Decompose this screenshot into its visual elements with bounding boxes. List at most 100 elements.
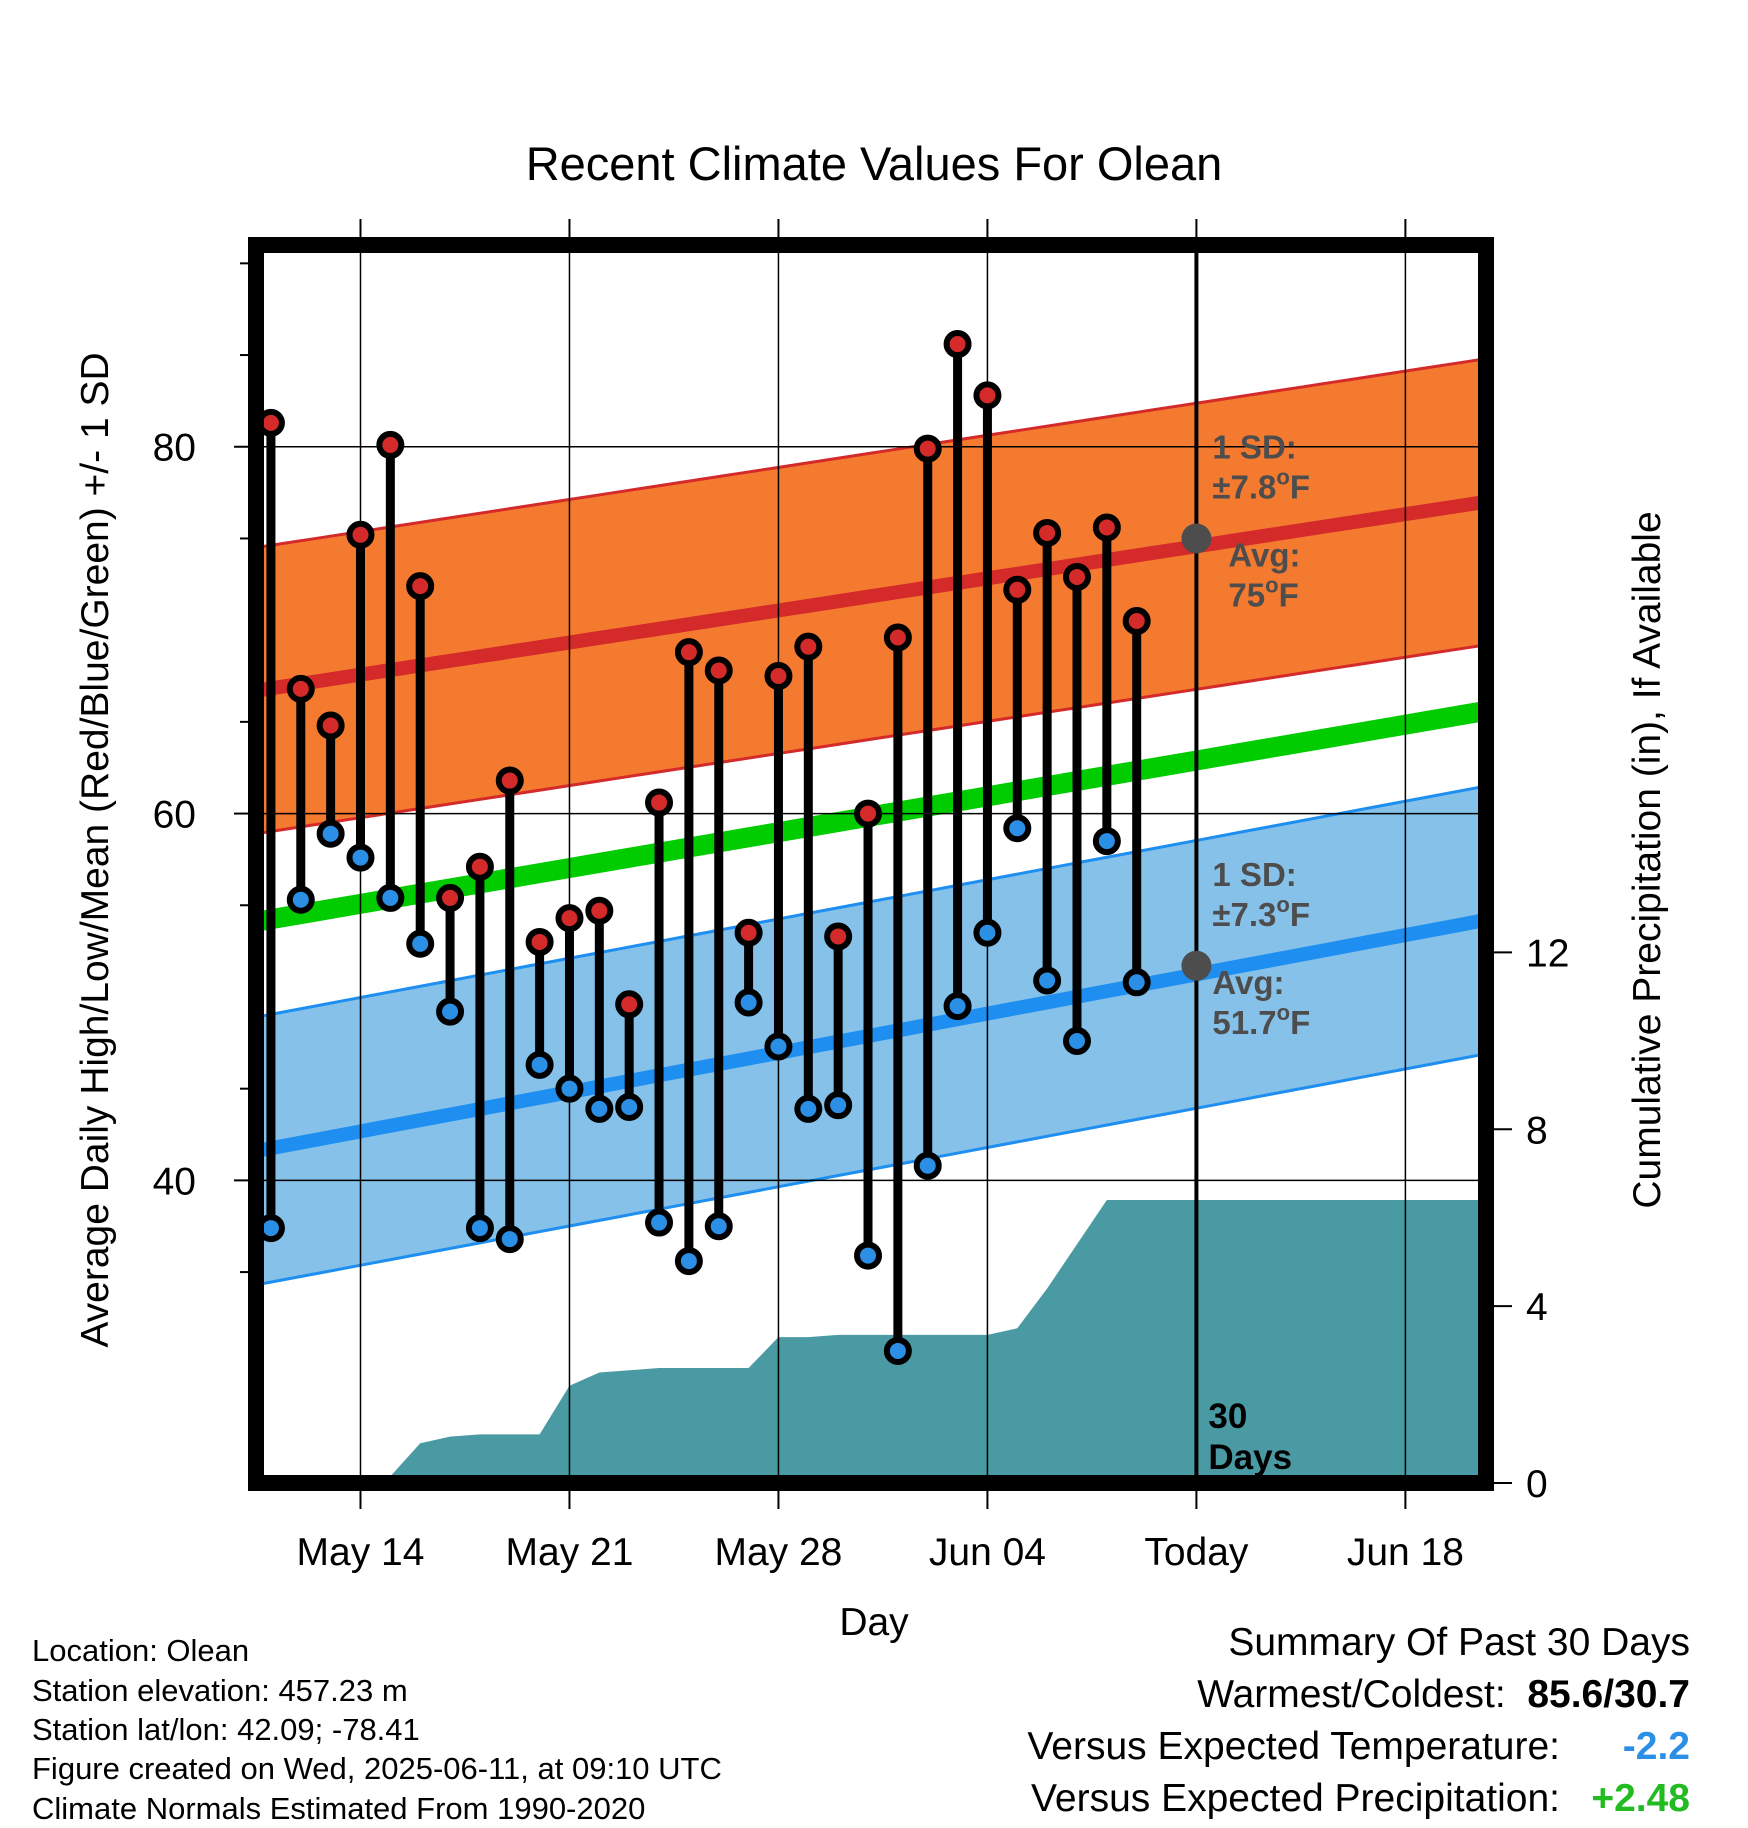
plot-inner xyxy=(256,245,1486,1483)
chart-title: Recent Climate Values For Olean xyxy=(526,137,1223,190)
low-sd-label: 1 SD: xyxy=(1212,856,1296,893)
x-tick-label: May 28 xyxy=(714,1531,842,1574)
daily-values xyxy=(256,330,1151,1365)
daily-high-point xyxy=(376,430,405,459)
y-tick-label: 80 xyxy=(153,427,196,470)
daily-high-point xyxy=(346,520,375,549)
daily-high-point xyxy=(764,662,793,691)
daily-high-point xyxy=(406,572,435,601)
y2-tick-label: 4 xyxy=(1526,1286,1548,1329)
daily-low-point xyxy=(854,1241,883,1270)
daily-low-point xyxy=(316,819,345,848)
daily-high-point xyxy=(1033,518,1062,547)
daily-high-point xyxy=(645,788,674,817)
daily-high-point xyxy=(1062,562,1091,591)
low-sd-value: ±7.3oF xyxy=(1212,892,1310,933)
x-tick-label: Today xyxy=(1144,1531,1249,1574)
daily-low-point xyxy=(436,997,465,1026)
daily-low-point xyxy=(1033,966,1062,995)
daily-low-point xyxy=(1003,814,1032,843)
daily-low-point xyxy=(973,918,1002,947)
daily-high-point xyxy=(854,799,883,828)
low-avg-label: Avg: xyxy=(1212,964,1284,1001)
daily-high-point xyxy=(495,766,524,795)
y-tick-label: 40 xyxy=(153,1160,196,1203)
daily-low-point xyxy=(674,1247,703,1276)
daily-low-point xyxy=(585,1094,614,1123)
daily-high-point xyxy=(465,852,494,881)
high-sd-band-lower-edge xyxy=(256,643,1486,836)
summary-precip-value: +2.48 xyxy=(1591,1777,1690,1820)
daily-high-point xyxy=(555,904,584,933)
daily-high-point xyxy=(1092,513,1121,542)
daily-low-point xyxy=(465,1214,494,1243)
summary-precip: Versus Expected Precipitation: +2.48 xyxy=(1031,1779,1690,1818)
x-tick-label: Jun 18 xyxy=(1347,1531,1464,1574)
daily-low-point xyxy=(286,885,315,914)
daily-high-point xyxy=(943,330,972,359)
daily-low-point xyxy=(913,1151,942,1180)
today-high-avg-marker xyxy=(1181,523,1212,554)
daily-low-point xyxy=(883,1336,912,1365)
daily-high-point xyxy=(704,656,733,685)
daily-high-point xyxy=(286,674,315,703)
daily-high-point xyxy=(615,990,644,1019)
daily-low-point xyxy=(406,929,435,958)
high-avg-value: 75oF xyxy=(1228,572,1298,613)
high-sd-value: ±7.8oF xyxy=(1212,464,1310,505)
daily-low-point xyxy=(1062,1026,1091,1055)
daily-low-point xyxy=(495,1225,524,1254)
days-unit-label: Days xyxy=(1208,1438,1292,1477)
normal-high-line xyxy=(256,494,1486,698)
daily-low-point xyxy=(943,992,972,1021)
x-tick-label: Jun 04 xyxy=(929,1531,1046,1574)
footer-elevation: Station elevation: 457.23 m xyxy=(32,1673,408,1708)
daily-low-point xyxy=(346,843,375,872)
daily-high-point xyxy=(316,711,345,740)
daily-low-point xyxy=(734,988,763,1017)
daily-low-point xyxy=(525,1050,554,1079)
high-sd-band-upper-edge xyxy=(256,357,1486,550)
footer-normals: Climate Normals Estimated From 1990-2020 xyxy=(32,1791,646,1826)
daily-high-point xyxy=(436,883,465,912)
daily-high-point xyxy=(913,434,942,463)
footer-location: Location: Olean xyxy=(32,1633,250,1668)
daily-high-point xyxy=(883,623,912,652)
days-count-label: 30 xyxy=(1208,1397,1247,1436)
summary-warm-cold-value: 85.6/30.7 xyxy=(1527,1673,1690,1716)
today-low-avg-marker xyxy=(1181,950,1212,981)
daily-high-point xyxy=(973,381,1002,410)
x-axis-label: Day xyxy=(839,1601,909,1644)
daily-low-point xyxy=(764,1032,793,1061)
daily-high-point xyxy=(585,896,614,925)
high-sd-label: 1 SD: xyxy=(1212,428,1296,465)
footer-latlon: Station lat/lon: 42.09; -78.41 xyxy=(32,1712,420,1747)
daily-low-point xyxy=(704,1212,733,1241)
footer-created: Figure created on Wed, 2025-06-11, at 09… xyxy=(32,1751,722,1786)
y2-tick-label: 8 xyxy=(1526,1109,1548,1152)
daily-low-point xyxy=(794,1094,823,1123)
daily-high-point xyxy=(525,927,554,956)
y2-tick-label: 12 xyxy=(1526,932,1569,975)
low-avg-value: 51.7oF xyxy=(1212,1000,1310,1041)
summary-title: Summary Of Past 30 Days xyxy=(1228,1621,1690,1664)
daily-high-point xyxy=(1122,606,1151,635)
y2-axis-label: Cumulative Precipitation (in), If Availa… xyxy=(1626,511,1669,1208)
daily-low-point xyxy=(615,1093,644,1122)
daily-low-point xyxy=(824,1091,853,1120)
daily-low-point xyxy=(376,883,405,912)
summary-temp: Versus Expected Temperature: -2.2 xyxy=(1027,1727,1690,1766)
daily-high-point xyxy=(674,638,703,667)
daily-low-point xyxy=(555,1074,584,1103)
y2-tick-label: 0 xyxy=(1526,1463,1548,1506)
daily-high-point xyxy=(734,918,763,947)
daily-high-point xyxy=(794,632,823,661)
daily-low-point xyxy=(1122,968,1151,997)
y-axis-label: Average Daily High/Low/Mean (Red/Blue/Gr… xyxy=(74,352,117,1347)
daily-high-point xyxy=(824,922,853,951)
x-tick-label: May 14 xyxy=(297,1531,425,1574)
x-tick-label: May 21 xyxy=(506,1531,634,1574)
plot-frame xyxy=(248,237,1494,1491)
